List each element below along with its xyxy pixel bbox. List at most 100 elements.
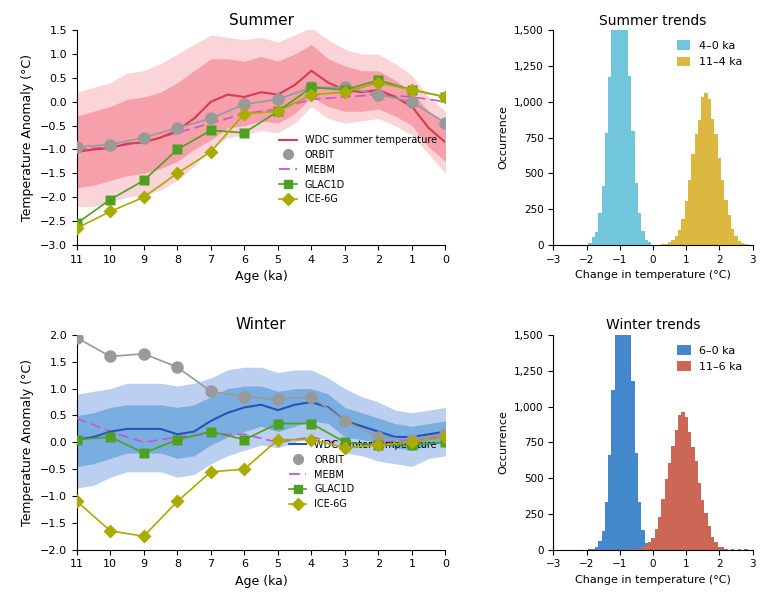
Bar	[704, 93, 708, 245]
Bar	[654, 528, 658, 550]
Bar	[628, 306, 631, 550]
Bar	[671, 446, 674, 550]
Bar	[634, 453, 638, 550]
Bar	[605, 502, 608, 550]
Bar	[634, 183, 638, 245]
Legend: WDC summer temperature, ORBIT, MEBM, GLAC1D, ICE-6G: WDC summer temperature, ORBIT, MEBM, GLA…	[276, 131, 441, 208]
Bar	[718, 158, 721, 245]
Bar	[651, 538, 654, 550]
Legend: 4–0 ka, 11–4 ka: 4–0 ka, 11–4 ka	[673, 36, 747, 72]
Bar	[701, 97, 704, 245]
Bar	[674, 431, 678, 550]
Bar	[648, 542, 651, 550]
Bar	[681, 219, 684, 245]
Title: Summer trends: Summer trends	[599, 14, 707, 28]
Bar	[691, 447, 694, 550]
Bar	[598, 213, 601, 245]
Bar	[618, 235, 621, 550]
Bar	[631, 381, 634, 550]
Bar	[694, 461, 698, 550]
Bar	[688, 432, 691, 550]
Y-axis label: Temperature Anomaly (°C): Temperature Anomaly (°C)	[22, 54, 35, 221]
X-axis label: Age (ka): Age (ka)	[235, 575, 287, 588]
Bar	[628, 76, 631, 245]
Y-axis label: Occurrence: Occurrence	[498, 106, 508, 170]
Bar	[638, 549, 641, 550]
Bar	[611, 390, 615, 550]
Bar	[591, 237, 595, 245]
Bar	[678, 230, 681, 245]
X-axis label: Change in temperature (°C): Change in temperature (°C)	[575, 270, 731, 280]
Bar	[674, 236, 678, 245]
Bar	[734, 236, 738, 245]
Bar	[621, 209, 625, 550]
Bar	[731, 229, 734, 245]
Bar	[625, 13, 628, 245]
Bar	[668, 242, 671, 245]
Bar	[601, 186, 605, 245]
Bar	[718, 547, 721, 550]
Bar	[648, 547, 651, 550]
Legend: WDC winter temperature, ORBIT, MEBM, GLAC1D, ICE-6G: WDC winter temperature, ORBIT, MEBM, GLA…	[285, 436, 441, 513]
Bar	[615, 295, 618, 550]
Bar	[684, 202, 688, 245]
Bar	[601, 531, 605, 550]
Bar	[605, 133, 608, 245]
Bar	[644, 240, 648, 245]
Bar	[678, 415, 681, 550]
Bar	[644, 545, 648, 550]
Bar	[608, 77, 611, 245]
Bar	[684, 417, 688, 550]
Bar	[664, 479, 668, 550]
Bar	[728, 216, 731, 245]
Title: Winter trends: Winter trends	[606, 318, 700, 332]
Bar	[631, 131, 634, 245]
Bar	[724, 201, 728, 245]
Bar	[691, 154, 694, 245]
Bar	[588, 243, 591, 245]
Legend: 6–0 ka, 11–6 ka: 6–0 ka, 11–6 ka	[673, 341, 747, 376]
Bar	[641, 231, 644, 245]
Bar	[701, 500, 704, 550]
Bar	[724, 548, 728, 550]
Bar	[708, 100, 711, 245]
Bar	[668, 463, 671, 550]
Bar	[658, 517, 661, 550]
X-axis label: Change in temperature (°C): Change in temperature (°C)	[575, 575, 731, 585]
Bar	[741, 243, 744, 245]
Bar	[638, 502, 641, 550]
Bar	[721, 547, 724, 550]
Bar	[615, 0, 618, 245]
Bar	[704, 513, 708, 550]
Bar	[641, 530, 644, 550]
Y-axis label: Temperature Anomaly (°C): Temperature Anomaly (°C)	[22, 359, 35, 526]
Bar	[714, 134, 718, 245]
Y-axis label: Occurrence: Occurrence	[498, 410, 508, 474]
Bar	[595, 233, 598, 245]
Title: Summer: Summer	[229, 13, 293, 28]
X-axis label: Age (ka): Age (ka)	[235, 270, 287, 283]
Bar	[698, 483, 701, 550]
Bar	[618, 0, 621, 245]
Bar	[621, 0, 625, 245]
Bar	[714, 542, 718, 550]
Bar	[641, 547, 644, 550]
Bar	[648, 242, 651, 245]
Bar	[608, 455, 611, 550]
Bar	[625, 233, 628, 550]
Bar	[688, 181, 691, 245]
Bar	[708, 525, 711, 550]
Bar	[738, 242, 741, 245]
Bar	[661, 499, 664, 550]
Bar	[698, 120, 701, 245]
Bar	[694, 134, 698, 245]
Bar	[681, 412, 684, 550]
Bar	[611, 2, 615, 245]
Bar	[638, 213, 641, 245]
Title: Winter: Winter	[236, 318, 286, 332]
Bar	[721, 180, 724, 245]
Bar	[711, 537, 714, 550]
Bar	[711, 120, 714, 245]
Bar	[661, 244, 664, 245]
Bar	[671, 240, 674, 245]
